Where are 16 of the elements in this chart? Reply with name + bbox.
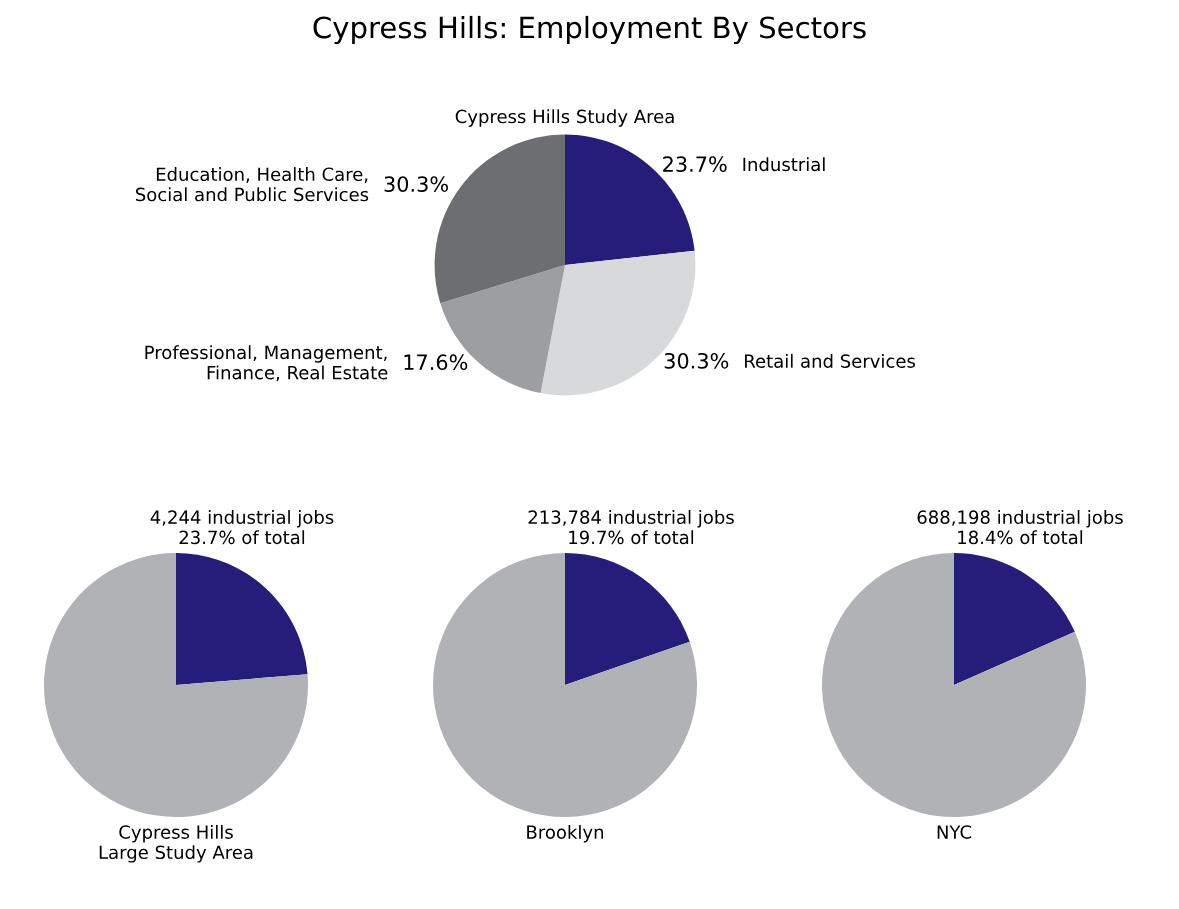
text: 4,244 industrial jobs 23.7% of total — [150, 510, 334, 545]
slice-label: Industrial — [743, 157, 825, 172]
slice-label: Professional, Management, Finance, Real Estate — [145, 345, 388, 382]
text: NYC — [937, 825, 972, 839]
text: Cypress Hills Large Study Area — [99, 824, 253, 863]
chart-title: Cypress Hills: Employment By Sectors — [313, 15, 866, 45]
data-label: 30.3% — [384, 176, 448, 192]
data-label: 23.7% — [663, 156, 727, 172]
slice-label: Education, Health Care, Social and Public Services — [135, 167, 369, 202]
data-label: 17.6% — [404, 354, 468, 371]
data-label: 30.3% — [664, 352, 729, 369]
slice-label: Retail and Services — [745, 353, 915, 368]
text: 213,784 industrial jobs 19.7% of total — [528, 510, 734, 545]
text: 688,198 industrial jobs 18.4% of total — [917, 510, 1123, 545]
chart-subtitle: Cypress Hills Study Area — [455, 109, 674, 127]
text: Brooklyn — [527, 824, 604, 843]
